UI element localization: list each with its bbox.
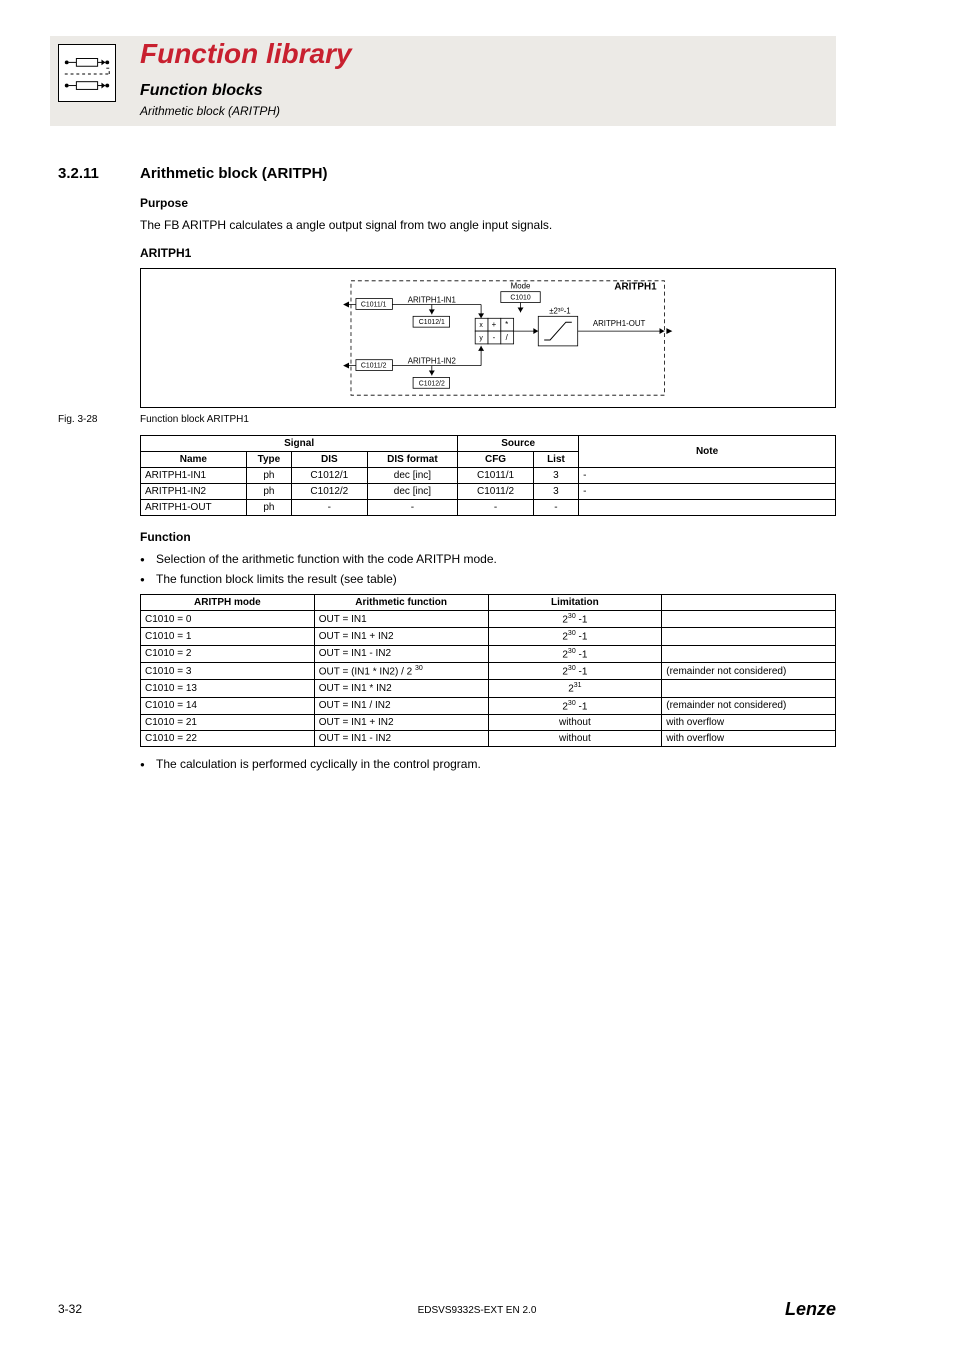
th-mode: ARITPH mode: [141, 595, 315, 611]
page-subtitle: Function blocks: [140, 82, 263, 100]
th-func: Arithmetic function: [314, 595, 488, 611]
diagram-limit-label: ±2³⁰-1: [549, 306, 570, 315]
header-icon: [58, 44, 116, 102]
function-heading: Function: [140, 530, 836, 544]
th-limit: Limitation: [488, 595, 662, 611]
th-note: Note: [579, 436, 836, 468]
section-number: 3.2.11: [58, 165, 99, 182]
th-extra: [662, 595, 836, 611]
table-row: C1010 = 1OUT = IN1 + IN2230 -1: [141, 628, 836, 645]
table-row: ARITPH1-IN1phC1012/1dec [inc]C1011/13-: [141, 468, 836, 484]
diagram-in2-dis: C1012/2: [419, 380, 445, 387]
footer-logo: Lenze: [785, 1299, 836, 1320]
page-subsubtitle: Arithmetic block (ARITPH): [140, 104, 280, 118]
th-source: Source: [458, 436, 579, 452]
table-row: ARITPH1-IN2phC1012/2dec [inc]C1011/23-: [141, 484, 836, 500]
diagram-in1-label: ARITPH1-IN1: [408, 296, 456, 305]
aritph1-heading: ARITPH1: [140, 246, 836, 260]
table-row: C1010 = 0OUT = IN1230 -1: [141, 611, 836, 628]
list-item: The calculation is performed cyclically …: [140, 757, 836, 771]
table-row: C1010 = 21OUT = IN1 + IN2withoutwith ove…: [141, 714, 836, 730]
svg-text:*: *: [505, 320, 508, 329]
section-title: Arithmetic block (ARITPH): [140, 165, 328, 182]
table-row: C1010 = 14OUT = IN1 / IN2230 -1(remainde…: [141, 697, 836, 714]
table-row: C1010 = 22OUT = IN1 - IN2withoutwith ove…: [141, 730, 836, 746]
diagram-in2-cfg: C1011/2: [361, 363, 387, 370]
page-title: Function library: [140, 38, 352, 70]
svg-text:+: +: [492, 320, 497, 329]
th-list: List: [533, 452, 578, 468]
block-diagram: ARITPH1 Mode C1010 C1011/1 ARITPH1-IN1 C…: [140, 268, 836, 408]
function-bullets-top: Selection of the arithmetic function wit…: [140, 552, 836, 586]
th-signal: Signal: [141, 436, 458, 452]
diagram-mode-label: Mode: [511, 282, 531, 291]
purpose-text: The FB ARITPH calculates a angle output …: [140, 218, 836, 232]
table-row: ARITPH1-OUTph----: [141, 500, 836, 516]
diagram-out-label: ARITPH1-OUT: [593, 319, 646, 328]
content-area: Purpose The FB ARITPH calculates a angle…: [140, 196, 836, 777]
svg-text:y: y: [479, 335, 483, 342]
th-disformat: DIS format: [367, 452, 458, 468]
table-row: C1010 = 2OUT = IN1 - IN2230 -1: [141, 645, 836, 662]
figure-caption: Fig. 3-28 Function block ARITPH1: [140, 414, 836, 425]
th-cfg: CFG: [458, 452, 534, 468]
th-name: Name: [141, 452, 247, 468]
list-item: The function block limits the result (se…: [140, 572, 836, 586]
table-row: C1010 = 3OUT = (IN1 * IN2) / 2 30230 -1(…: [141, 662, 836, 679]
th-type: Type: [246, 452, 291, 468]
diagram-in2-label: ARITPH1-IN2: [408, 357, 456, 366]
purpose-heading: Purpose: [140, 196, 836, 210]
function-bullets-bottom: The calculation is performed cyclically …: [140, 757, 836, 771]
diagram-in1-cfg: C1011/1: [361, 301, 387, 308]
svg-text:-: -: [493, 333, 496, 342]
diagram-op-grid: x + * y - /: [475, 318, 513, 344]
table-row: C1010 = 13OUT = IN1 * IN2231: [141, 680, 836, 697]
svg-text:x: x: [479, 322, 483, 329]
diagram-mode-code: C1010: [510, 295, 530, 302]
mode-table: ARITPH mode Arithmetic function Limitati…: [140, 594, 836, 747]
signal-table: Signal Source Note Name Type DIS DIS for…: [140, 435, 836, 516]
list-item: Selection of the arithmetic function wit…: [140, 552, 836, 566]
figure-text: Function block ARITPH1: [140, 414, 249, 425]
th-dis: DIS: [292, 452, 368, 468]
diagram-block-label: ARITPH1: [614, 282, 657, 293]
diagram-in1-dis: C1012/1: [419, 319, 445, 326]
figure-number: Fig. 3-28: [58, 414, 97, 425]
